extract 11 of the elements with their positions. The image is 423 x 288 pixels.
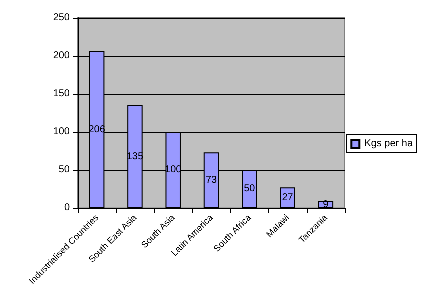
data-label: 27 (282, 192, 294, 204)
y-tick-label: 200 (53, 50, 70, 62)
legend-label: Kgs per ha (364, 138, 414, 150)
y-tick-label: 150 (53, 88, 70, 100)
data-label: 73 (206, 174, 218, 186)
y-tick-label: 0 (64, 202, 70, 214)
y-tick-label: 50 (58, 164, 70, 176)
bar (280, 188, 296, 208)
y-tick-label: 250 (53, 12, 70, 24)
data-label: 50 (244, 184, 256, 195)
y-tick-label: 100 (53, 126, 70, 138)
